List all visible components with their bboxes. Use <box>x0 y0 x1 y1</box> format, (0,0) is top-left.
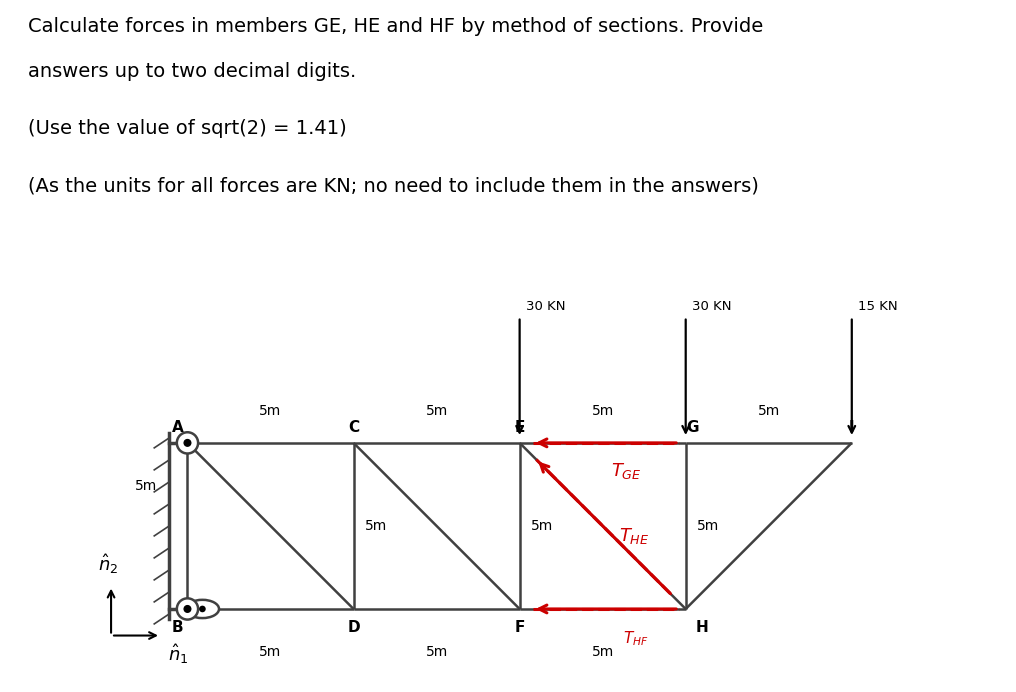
Text: Calculate forces in members GE, HE and HF by method of sections. Provide: Calculate forces in members GE, HE and H… <box>28 17 764 36</box>
Text: H: H <box>696 620 709 635</box>
Text: B: B <box>172 620 183 635</box>
Text: $T_{HE}$: $T_{HE}$ <box>620 526 649 546</box>
Text: C: C <box>348 421 359 435</box>
Text: 5m: 5m <box>591 646 614 659</box>
Circle shape <box>199 606 205 612</box>
Text: G: G <box>686 421 699 435</box>
Text: I: I <box>849 421 854 435</box>
Text: D: D <box>347 620 360 635</box>
Text: 5m: 5m <box>426 646 448 659</box>
Text: F: F <box>514 620 525 635</box>
Text: 5m: 5m <box>365 519 387 533</box>
Ellipse shape <box>186 600 219 618</box>
Text: 15 KN: 15 KN <box>859 300 898 313</box>
Text: 30 KN: 30 KN <box>526 300 566 313</box>
Text: E: E <box>514 421 525 435</box>
Text: (Use the value of sqrt(2) = 1.41): (Use the value of sqrt(2) = 1.41) <box>28 119 347 138</box>
Circle shape <box>184 606 191 612</box>
Text: 5m: 5m <box>135 479 157 493</box>
Text: $\hat{n}_1$: $\hat{n}_1$ <box>168 642 188 666</box>
Text: answers up to two decimal digits.: answers up to two decimal digits. <box>28 62 357 81</box>
Text: $T_{HF}$: $T_{HF}$ <box>623 629 648 648</box>
Text: $T_{GE}$: $T_{GE}$ <box>611 461 641 481</box>
Text: 5m: 5m <box>531 519 554 533</box>
Text: (As the units for all forces are KN; no need to include them in the answers): (As the units for all forces are KN; no … <box>28 176 759 195</box>
Circle shape <box>177 432 198 453</box>
Text: 5m: 5m <box>259 404 281 418</box>
Text: 5m: 5m <box>426 404 448 418</box>
Text: 5m: 5m <box>591 404 614 418</box>
Text: 30 KN: 30 KN <box>692 300 732 313</box>
Circle shape <box>184 439 191 446</box>
Text: $\hat{n}_2$: $\hat{n}_2$ <box>98 552 118 576</box>
Text: A: A <box>172 421 183 435</box>
Text: 5m: 5m <box>697 519 719 533</box>
Text: 5m: 5m <box>259 646 281 659</box>
Circle shape <box>177 599 198 619</box>
Text: 5m: 5m <box>758 404 780 418</box>
